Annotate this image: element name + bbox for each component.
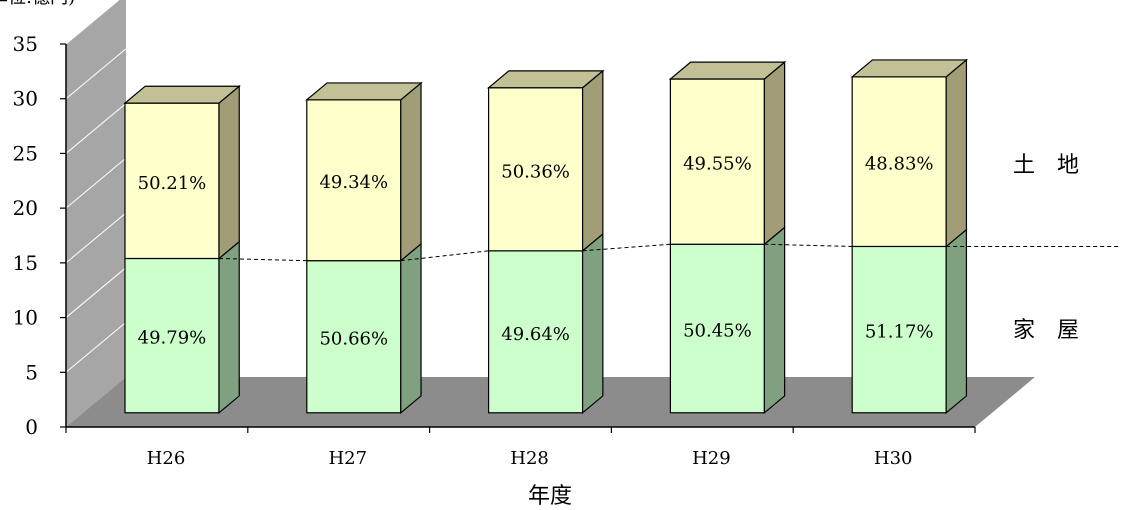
- x-tick-label: H29: [692, 448, 731, 469]
- x-tick-label: H30: [874, 448, 913, 469]
- y-tick-label: 10: [13, 306, 38, 330]
- x-tick-label: H27: [328, 448, 367, 469]
- bar-land-front: [487, 87, 584, 252]
- data-label-house: 50.66%: [319, 329, 388, 350]
- y-tick-label: 5: [25, 360, 38, 384]
- bar-house-side: [945, 228, 968, 415]
- x-axis-title: 年度: [528, 484, 572, 509]
- data-label-house: 51.17%: [865, 322, 934, 343]
- data-label-house: 50.45%: [683, 321, 752, 342]
- y-tick-label: 25: [13, 141, 38, 165]
- bar-house-side: [581, 232, 604, 415]
- y-tick-label: 15: [13, 251, 38, 275]
- y-tick-label: 35: [13, 32, 38, 56]
- bar-top: [123, 85, 241, 104]
- bar-house-front: [851, 245, 947, 414]
- data-label-land: 49.34%: [319, 172, 388, 193]
- gridline: [65, 0, 120, 45]
- series-boundary-lines: [218, 243, 1120, 262]
- y-tick-label: 30: [13, 87, 38, 111]
- data-label-land: 50.36%: [501, 161, 570, 182]
- bar-house-front: [124, 257, 220, 414]
- y-tick-label: 20: [13, 196, 38, 220]
- gridline: [65, 267, 127, 318]
- gridline: [65, 103, 127, 154]
- gridline: [65, 321, 127, 373]
- data-label-land: 50.21%: [138, 173, 207, 194]
- bar-top: [486, 70, 605, 89]
- data-label-house: 49.64%: [501, 324, 570, 345]
- series-line-segment: [764, 243, 853, 247]
- data-label-land: 48.83%: [865, 154, 934, 175]
- bar-top: [850, 59, 969, 78]
- gridline: [65, 157, 127, 209]
- series-line-segment: [400, 250, 489, 262]
- bar-land-front: [306, 99, 402, 262]
- legend-house: 家 屋: [1013, 318, 1079, 343]
- bar-land-front: [124, 102, 220, 260]
- data-label-house: 49.79%: [138, 328, 207, 349]
- bar-land-side: [581, 69, 604, 253]
- x-axis: H26 H27 H28 H29 H30: [65, 426, 976, 469]
- series-line-segment: [582, 243, 671, 252]
- data-label-land: 49.55%: [683, 154, 752, 175]
- bar-top: [305, 82, 423, 101]
- x-tick-label: H26: [147, 448, 186, 469]
- back-wall: [66, 0, 126, 427]
- gridline: [65, 212, 127, 264]
- gridline: [65, 48, 127, 100]
- bar-house-front: [487, 250, 584, 414]
- bar-land-side: [945, 58, 968, 248]
- bar-land-side: [218, 84, 240, 260]
- bar-house-side: [218, 240, 240, 415]
- bar-house-side: [400, 242, 422, 415]
- y-axis: 0 5 10 15 20 25 30 35: [13, 32, 67, 439]
- bar-land-front: [851, 76, 947, 248]
- bars: 49.79% 50.21% 50.66% 49.34% 49.64% 50.36% 50.4…: [123, 58, 969, 415]
- legend-land: 土 地: [1013, 153, 1079, 178]
- bar-land-side: [400, 81, 422, 262]
- series-line-segment: [218, 257, 307, 262]
- bar-land-side: [763, 60, 786, 246]
- bar-house-side: [763, 226, 786, 415]
- x-tick-label: H28: [510, 448, 549, 469]
- y-tick-label: 0: [25, 415, 38, 439]
- unit-label: 単位:億円): [0, 0, 75, 8]
- bar-top: [668, 61, 787, 80]
